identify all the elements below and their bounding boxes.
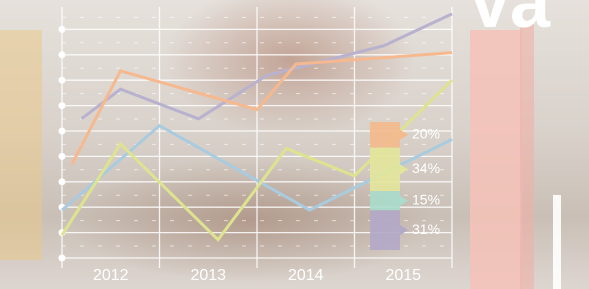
- x-tick-label: 2012: [93, 267, 129, 284]
- page: Va 201220132014201520%34%15%31% (() => {…: [0, 0, 589, 289]
- pointer: [400, 225, 408, 235]
- decor-bar: [520, 20, 534, 289]
- chart: Va 2012 2013 2014 2015 20% 34% 15% 31%: [0, 0, 589, 289]
- value-label: 15%: [412, 191, 440, 207]
- x-tick-label: 2015: [385, 267, 421, 284]
- decor-bar: [553, 195, 561, 289]
- stack-segment: [370, 210, 400, 250]
- decor-bar: [0, 30, 42, 260]
- decor-bar: [470, 30, 522, 289]
- value-label: 20%: [412, 126, 440, 142]
- x-tick-label: 2014: [288, 267, 324, 284]
- value-label: 31%: [412, 221, 440, 237]
- pointer: [400, 164, 408, 174]
- pointer: [400, 196, 408, 206]
- x-tick-label: 2013: [190, 267, 226, 284]
- stack-segment: [370, 122, 400, 148]
- stack-segment: [370, 148, 400, 192]
- heading: Va: [466, 0, 551, 43]
- value-label: 34%: [412, 160, 440, 176]
- stack-segment: [370, 191, 400, 210]
